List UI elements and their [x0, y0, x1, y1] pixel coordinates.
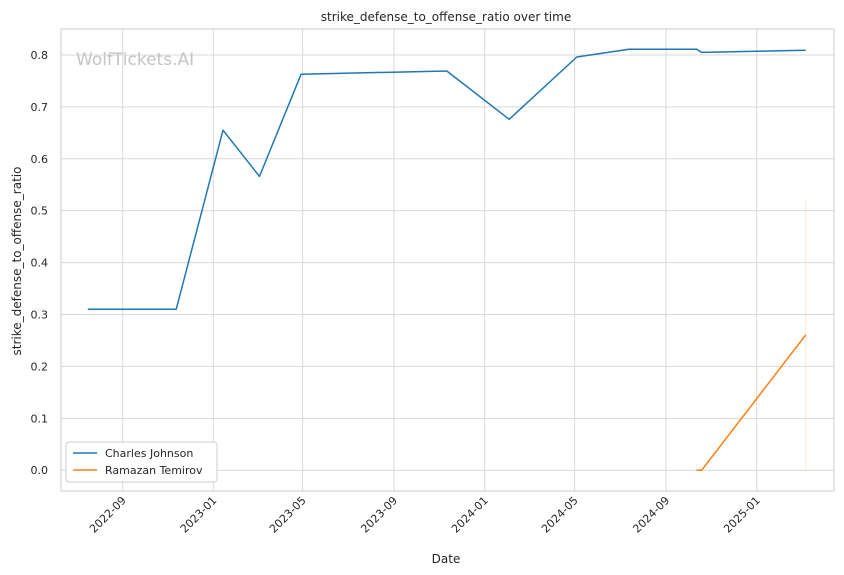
y-tick-label: 0.8: [31, 49, 49, 62]
y-tick-label: 0.5: [31, 205, 49, 218]
x-axis-ticks: 2022-09 2023-01 2023-05 2023-09 2024-01 2024-…: [87, 494, 763, 536]
y-tick-label: 0.7: [31, 101, 49, 114]
legend: Charles Johnson Ramazan Temirov: [65, 441, 218, 483]
x-tick-label: 2023-01: [178, 494, 220, 536]
x-tick-label: 2025-01: [721, 494, 763, 536]
watermark: WolfTickets.AI: [76, 50, 194, 70]
y-tick-label: 0.2: [31, 360, 49, 373]
series-layer: [87, 48, 807, 471]
y-tick-label: 0.4: [31, 257, 49, 270]
y-tick-label: 0.1: [31, 412, 49, 425]
y-axis-label: strike_defense_to_offense_ratio: [10, 167, 24, 356]
x-tick-label: 2023-05: [267, 494, 309, 536]
x-tick-label: 2024-01: [449, 494, 491, 536]
y-tick-label: 0.6: [31, 153, 49, 166]
y-tick-label: 0.3: [31, 309, 49, 322]
y-axis-ticks: 0.0 0.1 0.2 0.3 0.4 0.5 0.6 0.7 0.8: [31, 49, 49, 477]
x-axis-label: Date: [432, 552, 461, 566]
x-tick-label: 2024-09: [630, 494, 672, 536]
legend-label-charles-johnson: Charles Johnson: [105, 447, 193, 460]
y-tick-label: 0.0: [31, 464, 49, 477]
series-line-ramazan-temirov: [696, 334, 807, 471]
plot-area-frame: [60, 28, 835, 492]
x-tick-label: 2023-09: [358, 494, 400, 536]
x-tick-label: 2024-05: [539, 494, 581, 536]
legend-box: [65, 441, 218, 483]
chart-title: strike_defense_to_offense_ratio over tim…: [321, 10, 571, 24]
series-line-charles-johnson: [87, 48, 806, 311]
legend-label-ramazan-temirov: Ramazan Temirov: [105, 464, 203, 477]
grid-lines: [61, 29, 834, 491]
x-tick-label: 2022-09: [87, 494, 129, 536]
